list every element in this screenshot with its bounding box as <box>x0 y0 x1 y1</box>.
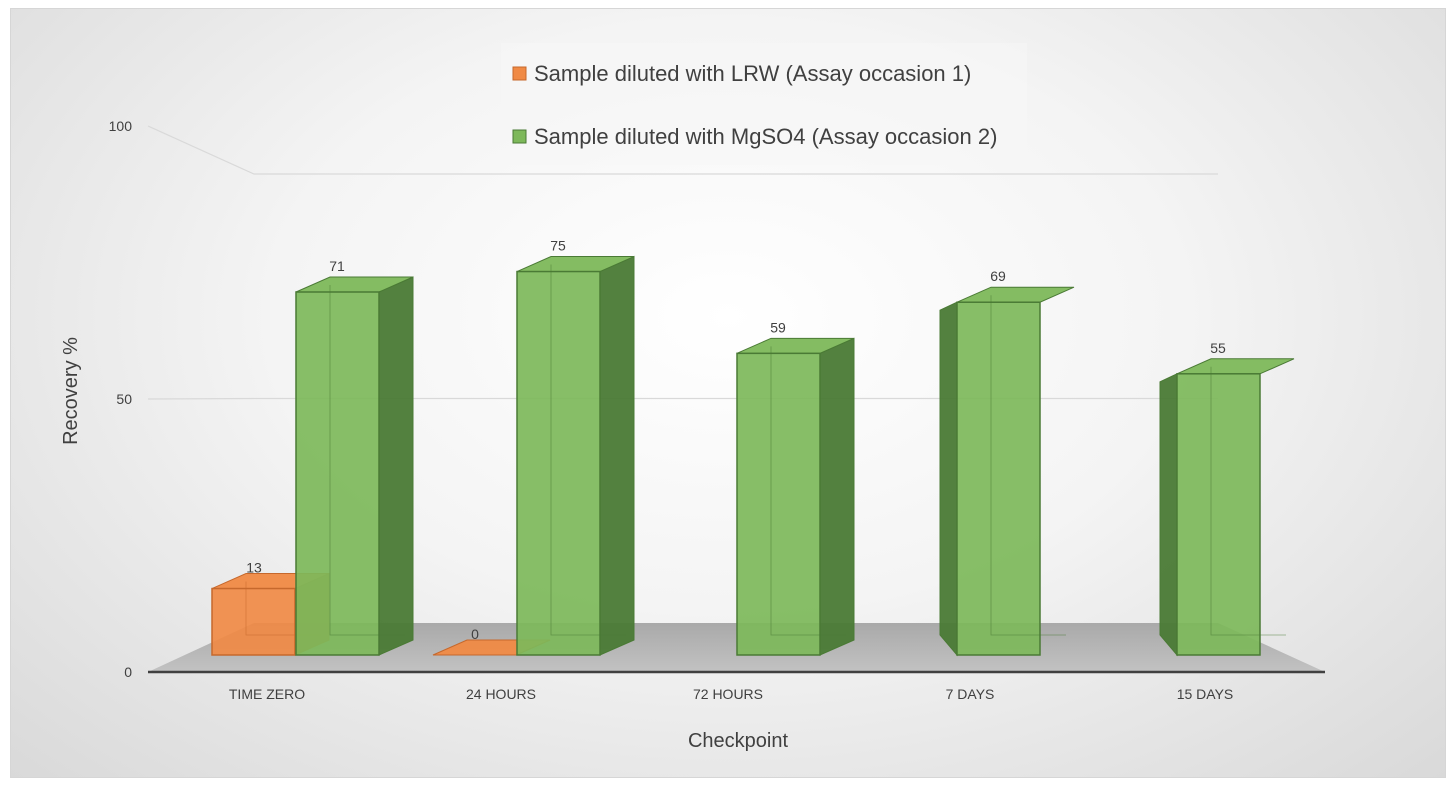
bar-s2-1-front <box>295 291 380 656</box>
bar-s2-4-side <box>939 301 958 657</box>
x-tick-label-1: TIME ZERO <box>229 686 305 702</box>
y-tick-label-100: 100 <box>109 118 133 134</box>
x-tick-label-2: 24 HOURS <box>466 686 536 702</box>
bar-s2-5-top <box>1176 358 1295 375</box>
bar-s2-2-front <box>516 270 601 656</box>
data-labels: 13 0 71 75 59 69 55 <box>246 238 1226 642</box>
bar-s2-3 <box>736 337 855 656</box>
x-tick-label-4: 7 DAYS <box>946 686 995 702</box>
data-label-s2-2: 75 <box>550 238 566 254</box>
bar-s2-3-front <box>736 352 821 656</box>
legend-swatch-lrw <box>512 66 527 81</box>
bar-s2-2-side <box>599 255 635 656</box>
chart-area: 0 50 100 TIME ZERO 24 HOURS 72 HOURS 7 DAYS 15 … <box>10 8 1446 778</box>
bar-s2-1-side <box>378 276 414 656</box>
bar-s2-5-side <box>1159 373 1178 657</box>
bar-s2-5-front <box>1176 373 1261 656</box>
bar-s2-1-inner-edge <box>329 285 405 636</box>
bars <box>211 255 1295 657</box>
data-label-s1-2: 0 <box>471 626 479 642</box>
data-label-s1-1: 13 <box>246 560 262 576</box>
y-axis-title: Recovery % <box>60 337 82 445</box>
bar-s2-4-top <box>956 286 1075 303</box>
gridline-50 <box>147 397 1218 400</box>
bar-chart: 0 50 100 TIME ZERO 24 HOURS 72 HOURS 7 DAYS 15 … <box>60 43 1325 752</box>
x-tick-label-3: 72 HOURS <box>693 686 763 702</box>
y-tick-label-50: 50 <box>116 391 132 407</box>
bar-s2-3-inner-edge <box>770 346 846 636</box>
data-label-s2-4: 69 <box>990 268 1006 284</box>
x-tick-label-5: 15 DAYS <box>1177 686 1234 702</box>
x-axis-title: Checkpoint <box>688 730 789 752</box>
bar-s2-5 <box>1159 358 1295 657</box>
data-label-s2-3: 59 <box>770 319 786 335</box>
data-label-s2-5: 55 <box>1210 340 1226 356</box>
y-tick-label-0: 0 <box>124 664 132 680</box>
legend-background <box>501 43 1027 165</box>
legend: Sample diluted with LRW (Assay occasion … <box>501 43 1027 165</box>
bar-s2-5-inner-edge <box>1210 366 1286 636</box>
bar-s2-4-front <box>956 301 1041 656</box>
bar-s1-1-front <box>211 587 296 656</box>
legend-label-lrw: Sample diluted with LRW (Assay occasion … <box>534 61 971 86</box>
legend-swatch-mgso4 <box>512 129 527 144</box>
bar-s2-4-inner-edge <box>990 295 1066 636</box>
legend-label-mgso4: Sample diluted with MgSO4 (Assay occasio… <box>534 124 997 149</box>
bar-s2-2-inner-edge <box>550 264 626 636</box>
gridlines <box>147 125 1218 400</box>
bar-s2-4 <box>939 286 1075 657</box>
gridline-100 <box>147 125 1218 175</box>
bar-s2-1 <box>295 276 414 656</box>
axes: 0 50 100 TIME ZERO 24 HOURS 72 HOURS 7 DAYS 15 … <box>109 118 1325 702</box>
bar-s2-3-side <box>819 337 855 656</box>
data-label-s2-1: 71 <box>329 258 345 274</box>
bar-s2-2 <box>516 255 635 656</box>
